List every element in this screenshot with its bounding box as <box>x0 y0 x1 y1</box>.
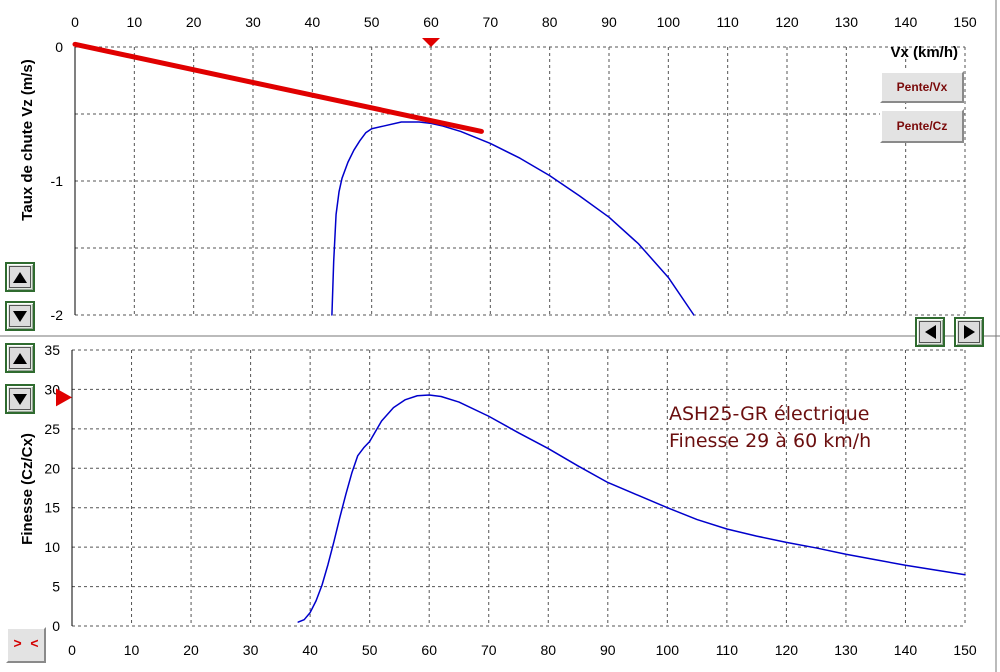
sink-x-tick-label: 80 <box>542 14 558 30</box>
finesse-y-tick-label: 20 <box>44 460 60 476</box>
finesse-y-tick-label: 10 <box>44 539 60 555</box>
pente-vx-button[interactable]: Pente/Vx <box>880 71 964 103</box>
glide-ratio-lines <box>56 388 966 623</box>
max-glide-marker <box>56 388 72 407</box>
finesse-y-tick-label: 35 <box>44 342 60 358</box>
finesse-x-tick-label: 10 <box>124 642 140 658</box>
annotation-line-2: Finesse 29 à 60 km/h <box>669 430 871 452</box>
sink-x-tick-label: 150 <box>953 14 977 30</box>
annotation-line-1: ASH25-GR électrique <box>669 403 869 425</box>
sink-x-tick-label: 50 <box>364 14 380 30</box>
finesse-x-tick-label: 20 <box>183 642 199 658</box>
bottom-scale-down-button[interactable] <box>5 384 35 414</box>
sink-x-tick-label: 100 <box>657 14 681 30</box>
sink-rate-curve <box>331 121 695 316</box>
sink-y-tick-label: 0 <box>55 39 63 55</box>
sink-rate-x-ticks: 0 10 20 30 40 50 60 70 80 90 100 110 120 130 140 150 <box>71 14 977 30</box>
pente-cz-button[interactable]: Pente/Cz <box>880 109 964 143</box>
sink-rate-y-ticks: 0 -1 -2 <box>51 39 64 323</box>
finesse-x-tick-label: 140 <box>894 642 918 658</box>
top-scale-up-button[interactable] <box>5 262 35 292</box>
sink-rate-y-axis-title: Taux de chute Vz (m/s) <box>19 59 36 220</box>
sink-x-tick-label: 90 <box>601 14 617 30</box>
finesse-x-tick-label: 110 <box>716 642 739 658</box>
collapse-button[interactable]: > < <box>6 627 46 663</box>
sink-x-tick-label: 70 <box>483 14 499 30</box>
finesse-x-tick-label: 130 <box>834 642 858 658</box>
finesse-y-tick-label: 25 <box>44 421 60 437</box>
finesse-x-tick-label: 150 <box>953 642 977 658</box>
finesse-x-tick-label: 60 <box>421 642 437 658</box>
left-arrow-icon <box>919 321 941 343</box>
sink-x-tick-label: 0 <box>71 14 79 30</box>
up-arrow-icon <box>9 347 31 369</box>
finesse-x-tick-label: 100 <box>656 642 680 658</box>
bottom-scale-up-button[interactable] <box>5 343 35 373</box>
finesse-y-tick-label: 0 <box>52 618 60 634</box>
glide-ratio-y-axis-title: Finesse (Cz/Cx) <box>19 433 36 545</box>
sink-y-tick-label: -1 <box>51 173 64 189</box>
sink-y-tick-label: -2 <box>51 307 64 323</box>
x-axis-title: Vx (km/h) <box>890 44 958 61</box>
sink-rate-grid <box>74 46 966 316</box>
sink-rate-panel: 0 10 20 30 40 50 60 70 80 90 100 110 120 130 140 150 0 -… <box>19 14 977 323</box>
sink-x-tick-label: 60 <box>423 14 439 30</box>
sink-x-tick-label: 140 <box>894 14 918 30</box>
finesse-x-tick-label: 0 <box>68 642 76 658</box>
sink-x-tick-label: 20 <box>186 14 202 30</box>
scroll-right-button[interactable] <box>954 317 984 347</box>
finesse-x-tick-label: 50 <box>362 642 378 658</box>
scroll-left-button[interactable] <box>915 317 945 347</box>
finesse-x-tick-label: 30 <box>243 642 259 658</box>
sink-x-tick-label: 30 <box>245 14 261 30</box>
finesse-x-tick-label: 40 <box>302 642 318 658</box>
down-arrow-icon <box>9 305 31 327</box>
finesse-y-tick-label: 15 <box>44 500 60 516</box>
finesse-y-tick-label: 5 <box>52 579 60 595</box>
finesse-x-tick-label: 70 <box>481 642 497 658</box>
sink-rate-lines <box>72 38 695 316</box>
top-scale-down-button[interactable] <box>5 301 35 331</box>
sink-x-tick-label: 110 <box>717 14 740 30</box>
right-arrow-icon <box>958 321 980 343</box>
finesse-x-tick-label: 80 <box>540 642 556 658</box>
sink-x-tick-label: 10 <box>127 14 143 30</box>
finesse-x-tick-label: 90 <box>600 642 616 658</box>
tangent-line <box>72 41 484 134</box>
finesse-x-tick-label: 120 <box>775 642 799 658</box>
glide-ratio-curve <box>297 394 966 623</box>
sink-x-tick-label: 40 <box>305 14 321 30</box>
glide-ratio-x-ticks: 0 10 20 30 40 50 60 70 80 90 100 110 120 130 140 150 <box>68 642 977 658</box>
down-arrow-icon <box>9 388 31 410</box>
glide-ratio-grid <box>71 349 966 627</box>
up-arrow-icon <box>9 266 31 288</box>
glide-ratio-panel: 0 10 20 30 40 50 60 70 80 90 100 110 120 130 140 150 0 5… <box>19 342 977 658</box>
best-speed-marker <box>422 38 440 47</box>
sink-x-tick-label: 120 <box>775 14 799 30</box>
sink-x-tick-label: 130 <box>835 14 859 30</box>
